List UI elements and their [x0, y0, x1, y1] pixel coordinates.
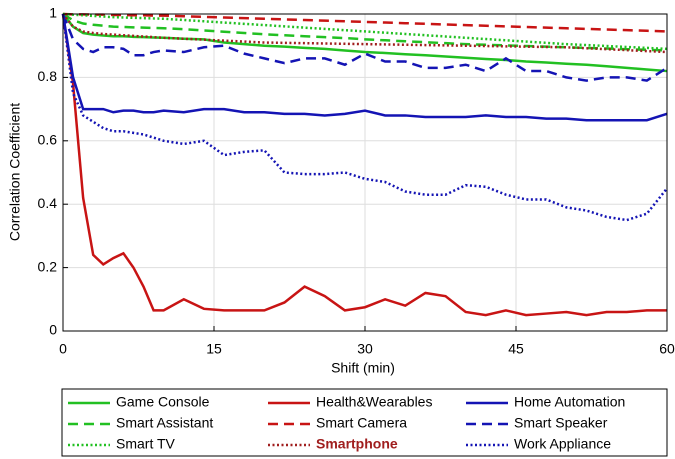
plot-frame — [62, 13, 668, 332]
series-line — [62, 12, 668, 33]
legend-label: Smartphone — [316, 436, 398, 452]
legend-label: Smart Speaker — [514, 415, 608, 431]
series-line — [61, 13, 668, 82]
legend-label: Smart Assistant — [116, 415, 213, 431]
series-line — [61, 13, 668, 222]
x-axis-label: Shift (min) — [331, 360, 395, 376]
legend-box — [61, 388, 668, 457]
y-tick-label: 1 — [49, 5, 57, 21]
y-tick-label: 0.2 — [38, 258, 58, 274]
legend-label: Smart TV — [116, 436, 176, 452]
legend-label: Work Appliance — [514, 436, 611, 452]
series-line — [62, 13, 668, 73]
legend-label: Home Automation — [514, 394, 625, 410]
y-tick-label: 0.4 — [38, 195, 58, 211]
y-tick-label: 0.6 — [38, 132, 58, 148]
series-line — [61, 13, 668, 122]
x-tick-label: 45 — [508, 341, 524, 357]
series-line — [61, 13, 667, 317]
x-tick-label: 0 — [59, 341, 67, 357]
x-tick-label: 15 — [206, 341, 222, 357]
y-axis-label: Correlation Coefficient — [7, 103, 23, 241]
x-tick-label: 60 — [659, 341, 675, 357]
y-tick-label: 0.8 — [38, 68, 58, 84]
legend-label: Health&Wearables — [316, 394, 432, 410]
legend-label: Game Console — [116, 394, 210, 410]
x-tick-label: 30 — [357, 341, 373, 357]
legend-label: Smart Camera — [316, 415, 407, 431]
series-line — [62, 12, 668, 51]
series-line — [62, 12, 668, 52]
y-tick-label: 0 — [49, 322, 57, 338]
